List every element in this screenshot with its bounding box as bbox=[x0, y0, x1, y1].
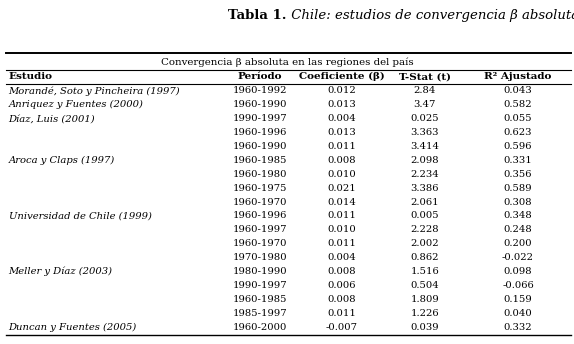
Text: 0.331: 0.331 bbox=[503, 156, 533, 165]
Text: Estudio: Estudio bbox=[9, 72, 53, 81]
Text: 2.002: 2.002 bbox=[410, 239, 439, 248]
Text: 0.043: 0.043 bbox=[503, 86, 533, 95]
Text: 2.098: 2.098 bbox=[410, 156, 439, 165]
Text: Tabla 1.: Tabla 1. bbox=[228, 9, 287, 22]
Text: 0.159: 0.159 bbox=[503, 295, 533, 304]
Text: 1990-1997: 1990-1997 bbox=[232, 281, 287, 290]
Text: 0.582: 0.582 bbox=[504, 100, 532, 109]
Text: Universidad de Chile (1999): Universidad de Chile (1999) bbox=[9, 212, 152, 221]
Text: -0.066: -0.066 bbox=[502, 281, 534, 290]
Text: 1970-1980: 1970-1980 bbox=[232, 253, 287, 262]
Text: 0.040: 0.040 bbox=[503, 309, 533, 318]
Text: 1.516: 1.516 bbox=[410, 267, 439, 276]
Text: 1960-1990: 1960-1990 bbox=[232, 100, 287, 109]
Text: 1960-1996: 1960-1996 bbox=[232, 128, 287, 137]
Text: 1960-2000: 1960-2000 bbox=[232, 323, 287, 332]
Text: 0.356: 0.356 bbox=[504, 170, 532, 179]
Text: 3.386: 3.386 bbox=[410, 184, 439, 193]
Text: 1985-1997: 1985-1997 bbox=[232, 309, 287, 318]
Text: 0.011: 0.011 bbox=[327, 309, 356, 318]
Text: Convergencia β absoluta en las regiones del país: Convergencia β absoluta en las regiones … bbox=[161, 58, 413, 67]
Text: 1960-1985: 1960-1985 bbox=[232, 295, 287, 304]
Text: Período: Período bbox=[238, 72, 282, 81]
Text: Chile: estudios de convergencia β absoluta para las regiones: Chile: estudios de convergencia β absolu… bbox=[287, 9, 574, 22]
Text: 0.010: 0.010 bbox=[327, 225, 356, 234]
Text: 1960-1996: 1960-1996 bbox=[232, 212, 287, 221]
Text: T-Stat (t): T-Stat (t) bbox=[399, 72, 451, 81]
Text: 0.623: 0.623 bbox=[504, 128, 532, 137]
Text: 0.589: 0.589 bbox=[504, 184, 532, 193]
Text: 1960-1980: 1960-1980 bbox=[232, 170, 287, 179]
Text: 0.011: 0.011 bbox=[327, 212, 356, 221]
Text: 1960-1985: 1960-1985 bbox=[232, 156, 287, 165]
Text: R² Ajustado: R² Ajustado bbox=[484, 72, 552, 81]
Text: 0.008: 0.008 bbox=[327, 156, 356, 165]
Text: 0.098: 0.098 bbox=[504, 267, 532, 276]
Text: 0.332: 0.332 bbox=[504, 323, 532, 332]
Text: 0.248: 0.248 bbox=[503, 225, 533, 234]
Text: 0.012: 0.012 bbox=[327, 86, 356, 95]
Text: 3.414: 3.414 bbox=[410, 142, 439, 151]
Text: 0.008: 0.008 bbox=[327, 295, 356, 304]
Text: Coeficiente (β): Coeficiente (β) bbox=[298, 72, 385, 81]
Text: Aroca y Claps (1997): Aroca y Claps (1997) bbox=[9, 156, 115, 165]
Text: 3.47: 3.47 bbox=[414, 100, 436, 109]
Text: 2.84: 2.84 bbox=[414, 86, 436, 95]
Text: 1980-1990: 1980-1990 bbox=[232, 267, 287, 276]
Text: 1960-1970: 1960-1970 bbox=[232, 239, 287, 248]
Text: 0.006: 0.006 bbox=[327, 281, 356, 290]
Text: 1960-1970: 1960-1970 bbox=[232, 197, 287, 206]
Text: 0.025: 0.025 bbox=[410, 114, 439, 123]
Text: 1960-1992: 1960-1992 bbox=[232, 86, 287, 95]
Text: 0.014: 0.014 bbox=[327, 197, 356, 206]
Text: 1960-1975: 1960-1975 bbox=[232, 184, 287, 193]
Text: Morandé, Soto y Pincheira (1997): Morandé, Soto y Pincheira (1997) bbox=[9, 86, 180, 96]
Text: 0.504: 0.504 bbox=[410, 281, 439, 290]
Text: 0.308: 0.308 bbox=[504, 197, 532, 206]
Text: 2.234: 2.234 bbox=[410, 170, 439, 179]
Text: 0.055: 0.055 bbox=[504, 114, 532, 123]
Text: 3.363: 3.363 bbox=[410, 128, 439, 137]
Text: 0.200: 0.200 bbox=[504, 239, 532, 248]
Text: 0.004: 0.004 bbox=[327, 253, 356, 262]
Text: 0.004: 0.004 bbox=[327, 114, 356, 123]
Text: 0.011: 0.011 bbox=[327, 142, 356, 151]
Text: 0.011: 0.011 bbox=[327, 239, 356, 248]
Text: 0.013: 0.013 bbox=[327, 128, 356, 137]
Text: 2.061: 2.061 bbox=[410, 197, 439, 206]
Text: 0.013: 0.013 bbox=[327, 100, 356, 109]
Text: Díaz, Luis (2001): Díaz, Luis (2001) bbox=[9, 114, 95, 123]
Text: 0.021: 0.021 bbox=[327, 184, 356, 193]
Text: 1.809: 1.809 bbox=[410, 295, 439, 304]
Text: 0.008: 0.008 bbox=[327, 267, 356, 276]
Text: 0.348: 0.348 bbox=[503, 212, 533, 221]
Text: 0.039: 0.039 bbox=[410, 323, 439, 332]
Text: Anriquez y Fuentes (2000): Anriquez y Fuentes (2000) bbox=[9, 100, 144, 109]
Text: Meller y Díaz (2003): Meller y Díaz (2003) bbox=[9, 267, 113, 276]
Text: 1960-1990: 1960-1990 bbox=[232, 142, 287, 151]
Text: Duncan y Fuentes (2005): Duncan y Fuentes (2005) bbox=[9, 323, 137, 332]
Text: -0.022: -0.022 bbox=[502, 253, 534, 262]
Text: 0.862: 0.862 bbox=[410, 253, 439, 262]
Text: 0.596: 0.596 bbox=[504, 142, 532, 151]
Text: 0.005: 0.005 bbox=[410, 212, 439, 221]
Text: 1.226: 1.226 bbox=[410, 309, 439, 318]
Text: 2.228: 2.228 bbox=[410, 225, 439, 234]
Text: 1960-1997: 1960-1997 bbox=[232, 225, 287, 234]
Text: 0.010: 0.010 bbox=[327, 170, 356, 179]
Text: -0.007: -0.007 bbox=[325, 323, 358, 332]
Text: 1990-1997: 1990-1997 bbox=[232, 114, 287, 123]
